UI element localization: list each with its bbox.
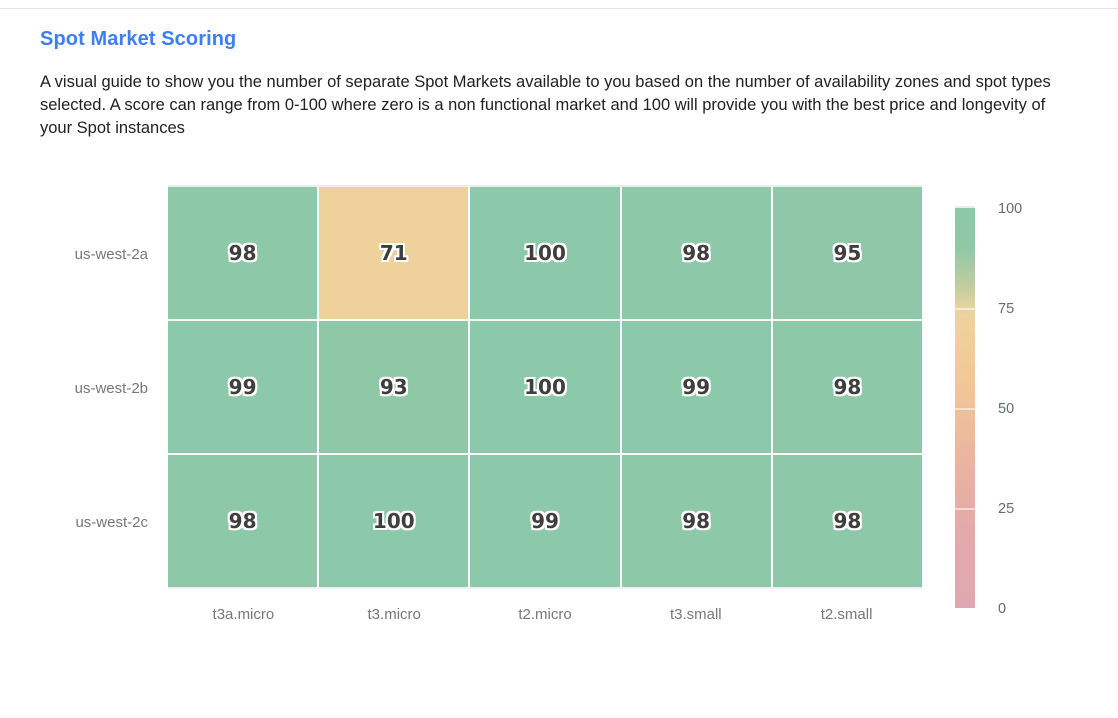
x-axis-label-t2.small: t2.small xyxy=(820,606,873,623)
heatmap-cell-us-west-2c-t3.small[interactable]: 98 xyxy=(621,455,771,587)
heatmap-cell-us-west-2b-t2.small[interactable]: 98 xyxy=(772,321,922,453)
colorbar-separator-25 xyxy=(955,508,975,510)
colorbar-separator-50 xyxy=(955,408,975,410)
spot-market-scoring-panel: Spot Market Scoring A visual guide to sh… xyxy=(0,8,1118,718)
y-axis-labels: us-west-2a us-west-2b us-west-2c xyxy=(0,187,148,589)
heatmap-cell-us-west-2b-t3.micro[interactable]: 93 xyxy=(319,321,469,453)
x-axis-label-t3.small: t3.small xyxy=(669,606,722,623)
colorbar-tick-label-100: 100 xyxy=(998,201,1023,217)
page-title: Spot Market Scoring xyxy=(40,28,237,50)
heatmap-cell-us-west-2c-t3a.micro[interactable]: 98 xyxy=(168,455,318,587)
y-axis-label-us-west-2a: us-west-2a xyxy=(74,245,148,263)
y-axis-label-us-west-2b: us-west-2b xyxy=(74,379,148,397)
heatmap-cell-us-west-2c-t2.micro[interactable]: 99 xyxy=(470,455,620,587)
spot-score-heatmap: us-west-2a us-west-2b us-west-2c 98 71 100 98… xyxy=(0,185,1118,655)
colorbar-tick-label-0: 0 xyxy=(998,601,1007,617)
heatmap-cell-us-west-2a-t3.micro[interactable]: 71 xyxy=(319,187,469,319)
heatmap-cell-us-west-2b-t3a.micro[interactable]: 99 xyxy=(168,321,318,453)
heatmap-cell-us-west-2a-t3a.micro[interactable]: 98 xyxy=(168,187,318,319)
top-divider xyxy=(0,8,1118,9)
x-axis-label-t3.micro: t3.micro xyxy=(367,606,421,623)
x-axis-label-t3a.micro: t3a.micro xyxy=(212,606,275,623)
heatmap-cell-us-west-2b-t2.micro[interactable]: 100 xyxy=(470,321,620,453)
heatmap-cell-us-west-2c-t2.small[interactable]: 98 xyxy=(772,455,922,587)
heatmap-cell-us-west-2a-t3.small[interactable]: 98 xyxy=(621,187,771,319)
heatmap-grid: 98 71 100 98 95 99 93 100 99 98 98 100 99 98 98 xyxy=(168,185,922,589)
colorbar-tick-label-25: 25 xyxy=(998,501,1015,517)
heatmap-cell-us-west-2a-t2.small[interactable]: 95 xyxy=(772,187,922,319)
heatmap-cell-us-west-2a-t2.micro[interactable]: 100 xyxy=(470,187,620,319)
colorbar-tick-label-75: 75 xyxy=(998,301,1015,317)
x-axis-labels: t3a.micro t3.micro t2.micro t3.small t2.smal… xyxy=(168,606,922,623)
colorbar-separator-75 xyxy=(955,308,975,310)
y-axis-label-us-west-2c: us-west-2c xyxy=(75,513,148,531)
x-axis-label-t2.micro: t2.micro xyxy=(518,606,572,623)
colorbar-tick-label-50: 50 xyxy=(998,401,1015,417)
heatmap-cell-us-west-2c-t3.micro[interactable]: 100 xyxy=(319,455,469,587)
colorbar xyxy=(955,206,975,608)
page-description: A visual guide to show you the number of… xyxy=(40,73,1051,137)
heatmap-cell-us-west-2b-t3.small[interactable]: 99 xyxy=(621,321,771,453)
